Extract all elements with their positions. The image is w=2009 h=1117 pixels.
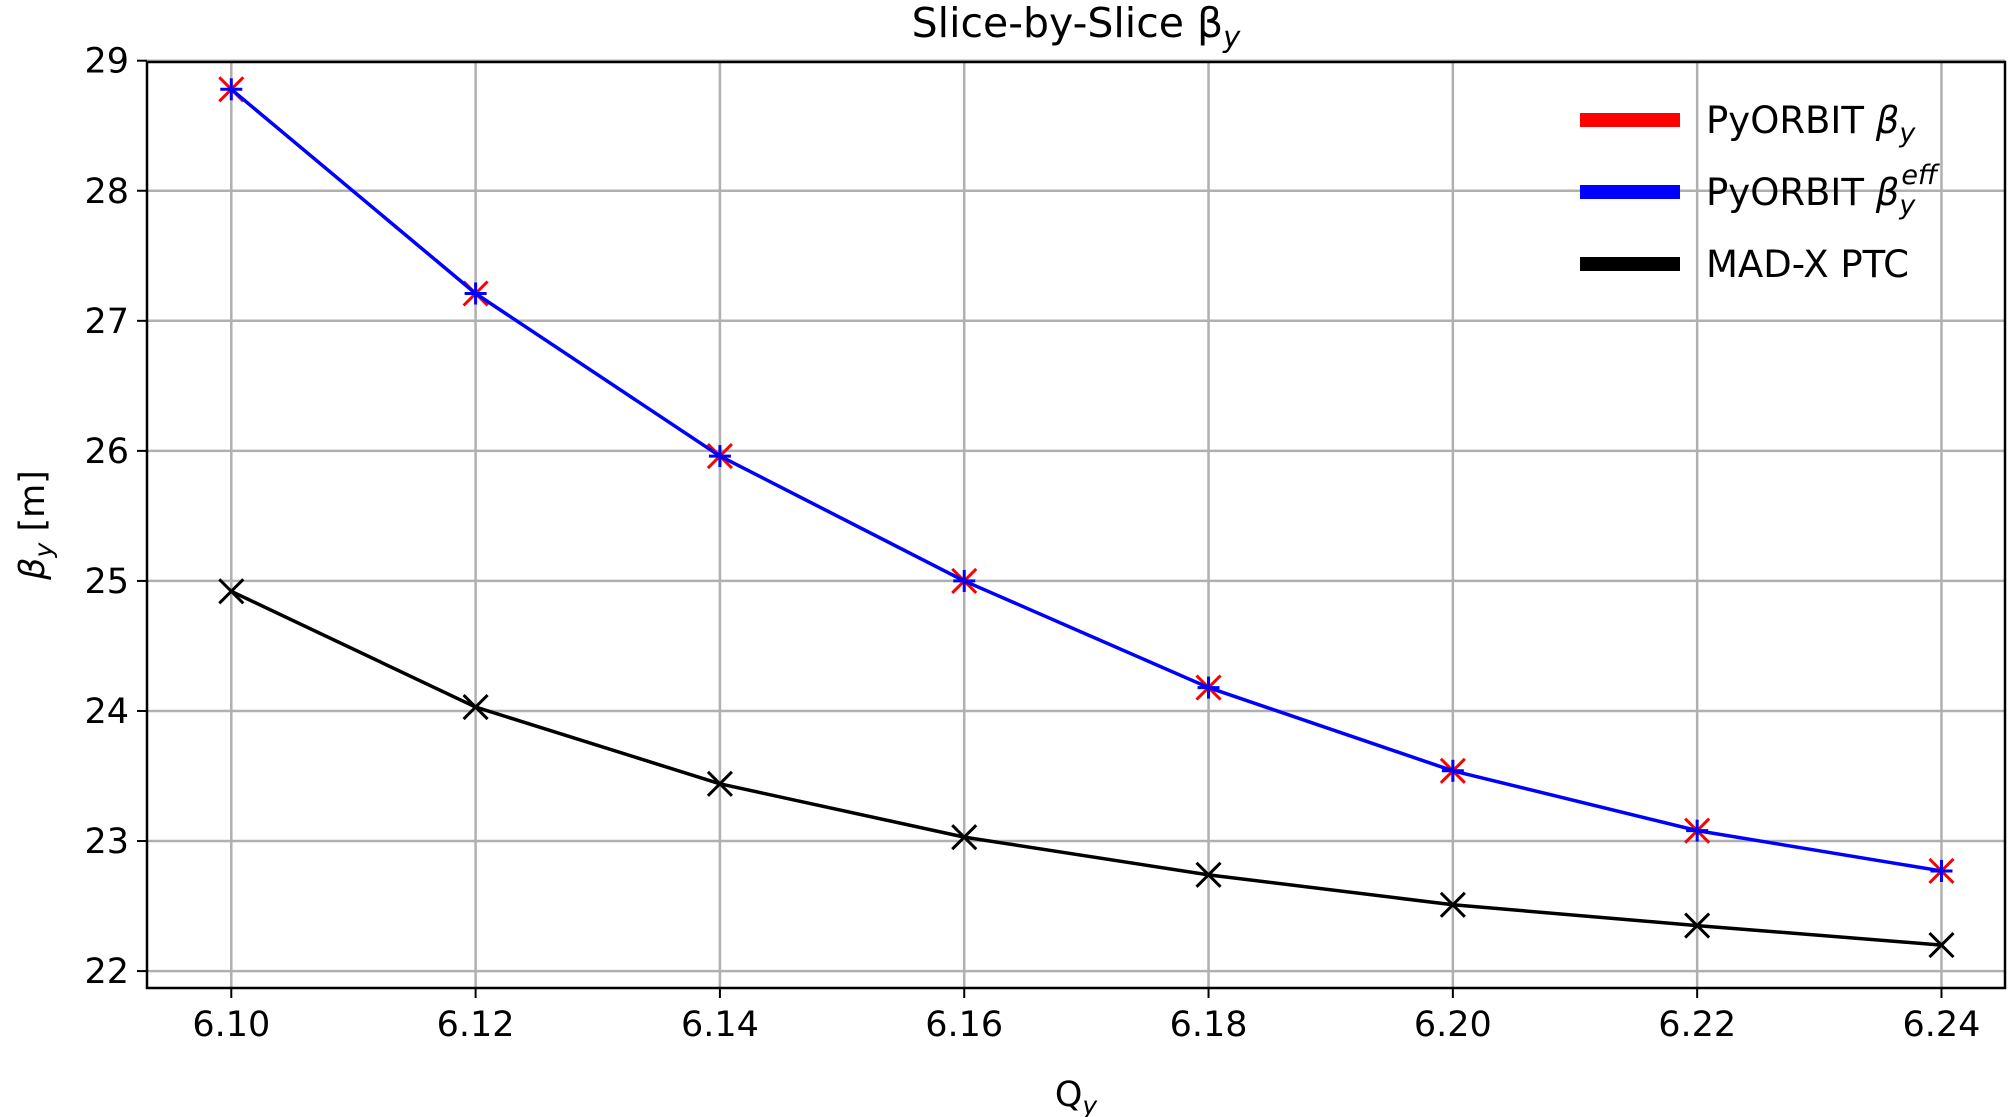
x-tick-label: 6.14 (681, 1005, 759, 1045)
x-tick-label: 6.10 (192, 1005, 270, 1045)
data-point (951, 824, 978, 851)
marker-stroke (951, 824, 978, 851)
grid (147, 59, 2005, 988)
data-point (706, 770, 733, 797)
series-line (230, 87, 1942, 873)
data-point (1439, 891, 1466, 918)
marker-stroke (1195, 861, 1222, 888)
y-tick-label: 25 (84, 562, 129, 602)
marker-stroke (1439, 891, 1466, 918)
legend-label: PyORBIT βy (1706, 99, 1916, 149)
legend-entry: PyORBIT βyeff (1580, 160, 1940, 221)
data-point (1686, 819, 1709, 842)
y-tick-label: 27 (84, 302, 129, 342)
axis-ticks: 6.10 6.12 6.14 6.16 6.18 6.20 6.22 6.24 22 23 24 25… (84, 42, 1980, 1045)
marker-stroke (462, 694, 489, 721)
legend: PyORBIT βy PyORBIT βyeff MAD-X PTC (1580, 99, 1940, 286)
y-tick-label: 26 (84, 432, 129, 472)
legend-label: MAD-X PTC (1706, 243, 1909, 286)
plot-series (218, 76, 1955, 959)
data-point (1195, 861, 1222, 888)
data-point (464, 282, 487, 305)
marker-stroke (1684, 912, 1711, 939)
series-0 (218, 76, 1955, 885)
y-axis-label: βy [m] (13, 470, 58, 581)
plot-frame (145, 60, 2007, 990)
x-tick-label: 6.22 (1658, 1005, 1736, 1045)
data-point (1441, 759, 1464, 782)
data-point (1684, 912, 1711, 939)
x-tick-label: 6.24 (1903, 1005, 1981, 1045)
x-tick-label: 6.18 (1170, 1005, 1248, 1045)
marker-stroke (218, 578, 245, 605)
series-line (230, 589, 1942, 947)
x-tick-label: 6.20 (1414, 1005, 1492, 1045)
y-tick-label: 28 (84, 172, 129, 212)
y-tick-label: 23 (84, 822, 129, 862)
marker-stroke (706, 770, 733, 797)
legend-entry: MAD-X PTC (1580, 243, 1909, 286)
x-tick-label: 6.16 (925, 1005, 1003, 1045)
data-point (1930, 859, 1953, 882)
marker-stroke (1928, 932, 1955, 959)
data-point (708, 445, 731, 468)
legend-label: PyORBIT βyeff (1706, 160, 1940, 221)
data-point (218, 578, 245, 605)
series-2 (218, 578, 1955, 959)
y-tick-label: 22 (84, 952, 129, 992)
legend-entry: PyORBIT βy (1580, 99, 1916, 149)
x-tick-label: 6.12 (437, 1005, 515, 1045)
data-point (462, 694, 489, 721)
data-point (220, 78, 243, 101)
data-point (1197, 676, 1220, 699)
chart-title: Slice-by-Slice βy (912, 0, 1242, 54)
series-1 (220, 78, 1953, 882)
y-tick-label: 24 (84, 692, 129, 732)
x-axis-label: Qy (1055, 1075, 1099, 1117)
y-tick-label: 29 (84, 42, 129, 82)
data-point (1928, 932, 1955, 959)
data-point (953, 569, 976, 592)
